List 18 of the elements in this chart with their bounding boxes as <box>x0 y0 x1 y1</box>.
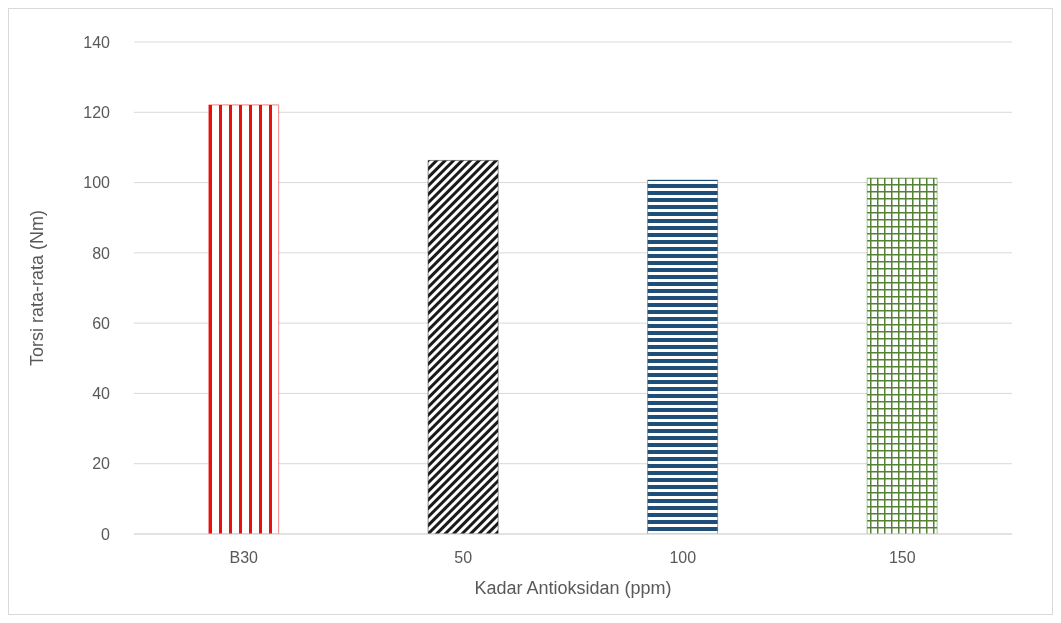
x-tick-label: 150 <box>888 549 916 567</box>
y-tick-label: 0 <box>101 525 111 543</box>
y-tick-label: 60 <box>92 314 111 332</box>
x-axis-title: Kadar Antioksidan (ppm) <box>474 578 672 598</box>
x-tick-label: B30 <box>229 549 259 567</box>
y-tick-label: 100 <box>83 174 111 192</box>
y-tick-label: 140 <box>83 33 111 51</box>
x-tick-label: 100 <box>669 549 697 567</box>
y-axis-title: Torsi rata-rata (Nm) <box>27 209 48 367</box>
bar <box>866 177 938 534</box>
bar <box>427 160 499 534</box>
y-tick-label: 80 <box>92 244 111 262</box>
x-tick-label: 50 <box>454 549 473 567</box>
bar <box>208 104 279 534</box>
y-tick-label: 20 <box>92 455 111 473</box>
bar <box>647 179 718 534</box>
y-tick-label: 120 <box>83 103 111 121</box>
y-tick-label: 40 <box>92 385 111 403</box>
